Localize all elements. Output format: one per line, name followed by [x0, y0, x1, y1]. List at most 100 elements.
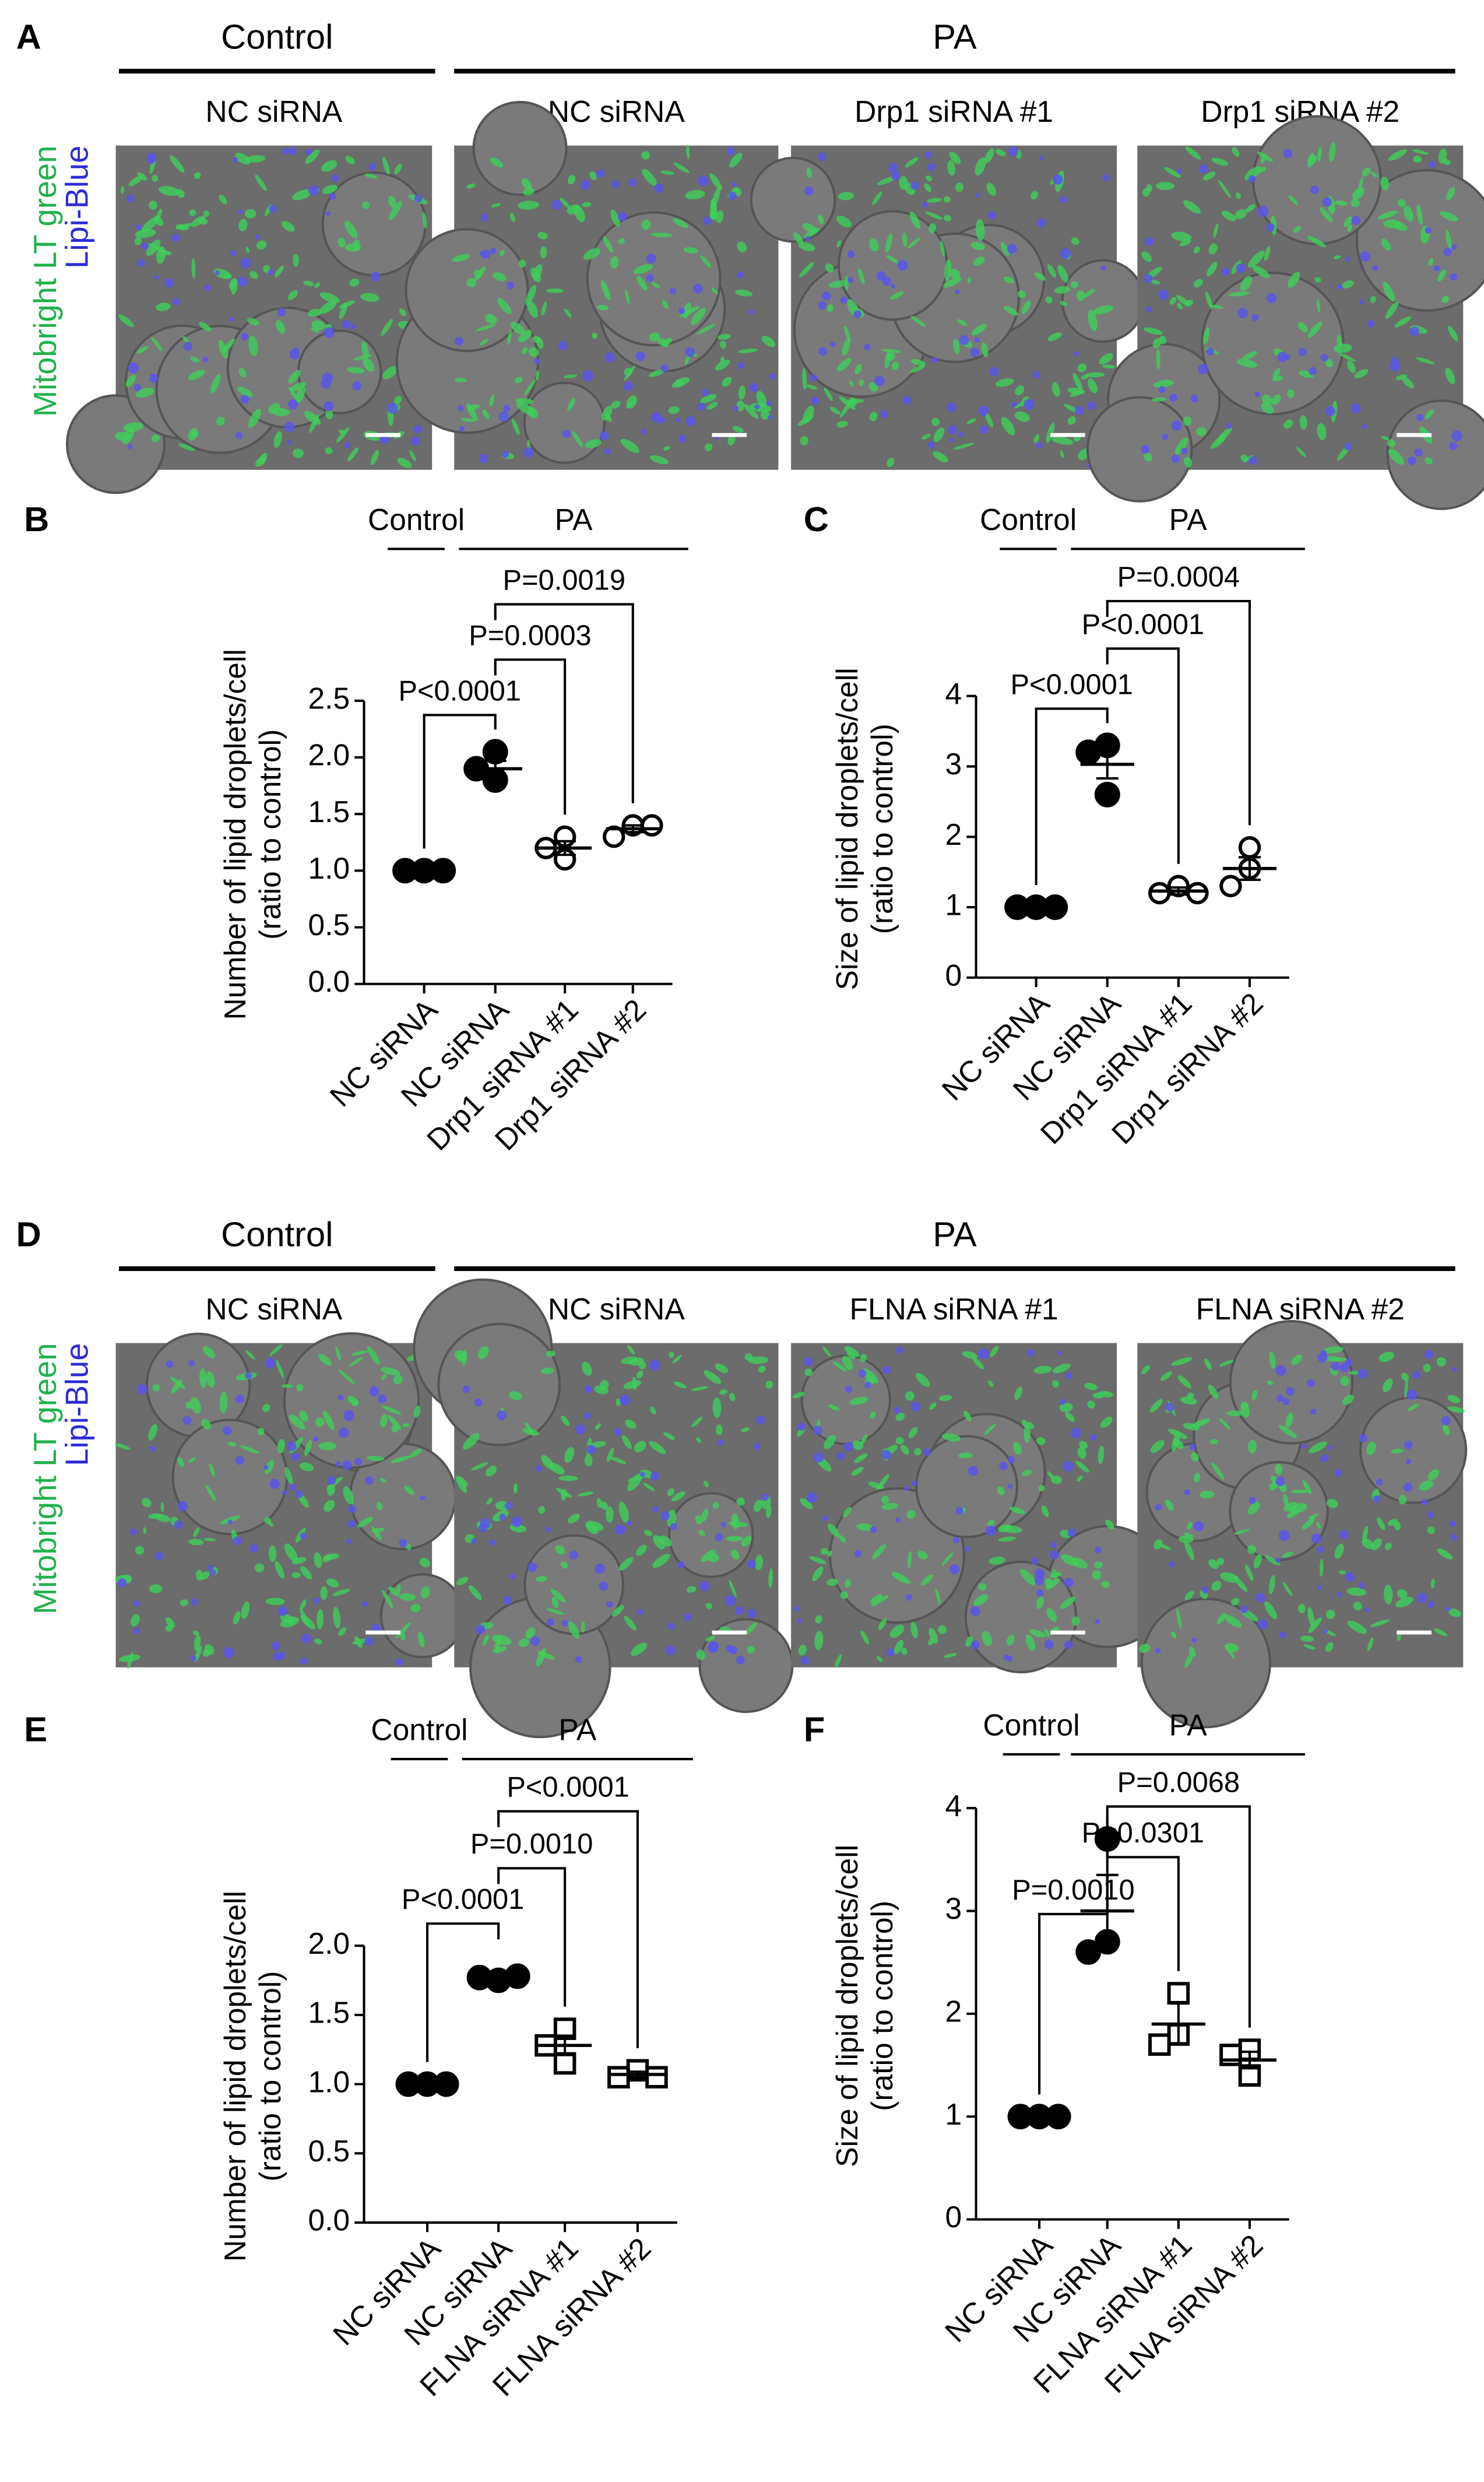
mito-signal	[361, 201, 370, 209]
lipid-signal	[927, 441, 935, 449]
mito-signal	[1183, 416, 1192, 426]
mito-signal	[190, 356, 200, 363]
mito-signal	[1224, 1614, 1242, 1628]
mito-signal	[281, 1384, 293, 1388]
mito-signal	[1077, 1447, 1086, 1459]
lipid-signal	[329, 193, 336, 201]
comparison-bracket	[426, 1922, 500, 2062]
mito-signal	[311, 327, 319, 333]
lipid-signal	[1162, 433, 1169, 440]
mito-signal	[1076, 290, 1085, 301]
mito-signal	[510, 322, 525, 335]
column-label: NC siRNA	[548, 94, 685, 128]
mito-signal	[1271, 394, 1281, 405]
mito-signal	[1441, 296, 1450, 303]
mito-signal	[731, 1513, 740, 1530]
lipid-signal	[895, 1517, 901, 1523]
mito-signal	[815, 1615, 822, 1624]
mito-signal	[802, 368, 807, 390]
mito-signal	[255, 174, 268, 191]
mito-signal	[518, 259, 526, 268]
mito-signal	[322, 185, 338, 194]
lipid-signal	[235, 432, 243, 440]
lipid-signal	[177, 1501, 188, 1512]
mito-signal	[1425, 457, 1433, 465]
mito-signal	[160, 1502, 164, 1512]
mito-signal	[122, 428, 135, 444]
mito-signal	[943, 1653, 957, 1658]
mito-signal	[1226, 1410, 1244, 1417]
p-value: P=0.0004	[1117, 561, 1240, 593]
mito-signal	[832, 1361, 847, 1372]
mito-signal	[860, 1434, 868, 1445]
mito-signal	[525, 1421, 534, 1437]
mito-signal	[1070, 281, 1078, 289]
mito-signal	[1248, 1501, 1260, 1515]
lipid-signal	[959, 335, 969, 346]
lipid-signal	[462, 1385, 470, 1393]
mito-signal	[304, 1440, 312, 1456]
mito-signal	[193, 1630, 199, 1636]
lipid-signal	[769, 373, 776, 380]
comparison-bracket	[1035, 707, 1109, 886]
mito-signal	[953, 443, 975, 450]
mito-signal	[1225, 1645, 1235, 1659]
mito-signal	[203, 1537, 216, 1542]
mito-signal	[256, 240, 267, 250]
lipid-signal	[147, 155, 156, 164]
cell-outline	[472, 101, 568, 196]
mito-signal	[1334, 343, 1352, 353]
mito-signal	[118, 314, 134, 327]
mito-signal	[135, 229, 156, 238]
mito-signal	[1052, 1363, 1071, 1374]
micrograph	[395, 101, 779, 470]
lipid-signal	[949, 1564, 960, 1575]
lipid-signal	[497, 1410, 507, 1420]
mito-signal	[165, 1617, 175, 1628]
mito-signal	[149, 201, 158, 210]
data-point	[1219, 875, 1242, 898]
mito-signal	[558, 1475, 578, 1482]
mito-signal	[114, 1443, 131, 1450]
mito-signal	[921, 434, 931, 440]
mito-signal	[518, 201, 540, 210]
mito-signal	[399, 1593, 416, 1601]
lipid-signal	[822, 292, 831, 301]
mito-signal	[152, 1384, 160, 1392]
mito-signal	[641, 219, 651, 230]
mito-signal	[338, 1370, 356, 1385]
lipid-signal	[641, 429, 647, 434]
mito-signal	[281, 221, 295, 232]
mito-signal	[1003, 276, 1014, 284]
mito-signal	[686, 1586, 697, 1593]
mito-signal	[958, 1452, 973, 1459]
mito-signal	[1052, 437, 1074, 445]
lipid-signal	[370, 272, 381, 282]
lipid-signal	[1251, 314, 1259, 321]
lipid-signal	[853, 310, 862, 318]
mito-signal	[191, 430, 199, 438]
mito-signal	[1265, 1555, 1281, 1566]
mito-signal	[602, 405, 613, 421]
comparison-bracket	[494, 658, 567, 815]
lipid-signal	[845, 1385, 853, 1393]
lipid-signal	[480, 213, 488, 222]
mito-signal	[797, 415, 814, 426]
mito-signal	[1047, 1471, 1054, 1479]
mito-signal	[975, 219, 985, 241]
lipid-signal	[272, 1641, 280, 1651]
mito-signal	[827, 1550, 833, 1557]
mito-signal	[151, 434, 160, 443]
mito-signal	[1051, 1569, 1058, 1578]
mito-signal	[483, 1634, 489, 1646]
lipid-signal	[300, 1657, 308, 1665]
mito-signal	[701, 1508, 709, 1522]
mito-signal	[1252, 265, 1270, 279]
mito-signal	[354, 1636, 363, 1648]
mito-signal	[700, 394, 717, 403]
mito-signal	[1370, 296, 1376, 303]
mito-signal	[715, 1363, 729, 1374]
lipid-signal	[635, 351, 646, 361]
micrograph	[413, 1278, 794, 1739]
lipid-signal	[1275, 1557, 1281, 1563]
